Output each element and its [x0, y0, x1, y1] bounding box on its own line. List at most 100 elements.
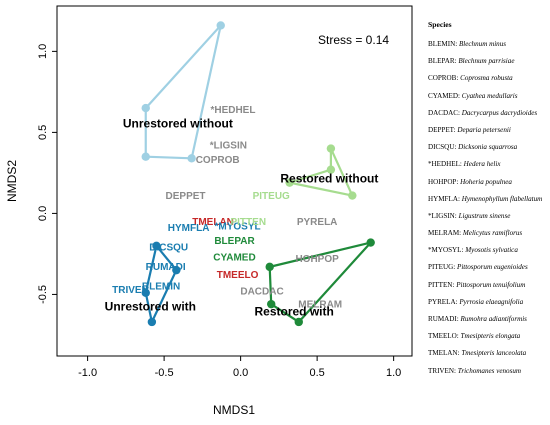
legend-code: COPROB: — [428, 74, 459, 83]
group-point — [326, 165, 336, 174]
legend-name: Hedera helix — [463, 160, 501, 169]
legend-item: COPROB: Coprosma robusta — [428, 70, 542, 87]
species-label: HOHPOP — [295, 254, 339, 265]
legend-code: *HEDHEL: — [428, 160, 462, 169]
legend-code: *LIGSIN: — [428, 211, 457, 220]
legend-code: PITEUG: — [428, 263, 456, 272]
species-label: DICSQU — [149, 243, 188, 254]
group-labels: Unrestored without Restored without Unrest… — [105, 117, 379, 319]
legend-name: Blechnum minus — [458, 40, 507, 48]
species-label: *LIGSIN — [210, 141, 247, 152]
group-label: Unrestored without — [123, 117, 233, 131]
group-point — [294, 317, 303, 327]
group-point — [147, 317, 157, 327]
group-point — [172, 265, 181, 275]
legend-item: MELRAM: Melicytus ramiflorus — [428, 225, 542, 242]
legend-item: *HEDHEL: Hedera helix — [428, 156, 542, 173]
nmds-chart: -1.0 -0.5 0.0 0.5 1.0 -0.5 0.0 0.5 1.0 *HEDHEL *… — [5, 5, 413, 417]
legend-name: Myosotis sylvatica — [465, 246, 518, 255]
legend-item: HOHPOP: Hoheria populnea — [428, 174, 542, 191]
y-tick-label: -0.5 — [37, 285, 49, 304]
group-label: Restored with — [255, 304, 334, 318]
y-axis-ticks: -0.5 0.0 0.5 1.0 — [37, 44, 57, 304]
species-label: PITEUG — [253, 191, 290, 202]
legend-name: Blechnum parrisiae — [458, 57, 515, 66]
legend-item: BLEPAR: Blechnum parrisiae — [428, 53, 542, 70]
legend-item: BLEMIN: Blechnum minus — [428, 36, 542, 53]
species-label: DEPPET — [166, 191, 206, 202]
y-tick-label: 0.0 — [37, 206, 49, 221]
legend-code: BLEPAR: — [428, 57, 457, 66]
legend-name: Hymenophyllum flabellatum — [461, 194, 543, 203]
legend-code: DICSQU: — [428, 143, 457, 152]
species-legend-title: Species — [428, 20, 452, 29]
legend-name: Deparia petersenii — [457, 125, 511, 134]
species-label: TMELAN — [192, 217, 234, 228]
legend-item: TRIVEN: Trichomanes venosum — [428, 363, 542, 380]
legend-name: Coprosma robusta — [460, 74, 513, 83]
species-label: MELRAM — [298, 299, 342, 310]
x-axis-title: NMDS1 — [213, 403, 255, 417]
legend-item: PITEUG: Pittosporum eugenioides — [428, 259, 542, 276]
legend-item: DACDAC: Dacrycarpus dacrydioides — [428, 105, 542, 122]
group-points — [141, 21, 375, 327]
legend-code: RUMADI: — [428, 315, 459, 323]
legend-item: TMEELO: Tmesipteris elongata — [428, 328, 542, 345]
group-point — [326, 144, 336, 153]
legend-item: *LIGSIN: Ligustrum sinense — [428, 208, 542, 225]
group-point — [152, 241, 161, 251]
legend-item: HYMFLA: Hymenophyllum flabellatum — [428, 191, 542, 208]
legend-name: Cyathea medullaris — [461, 91, 518, 100]
legend-code: PITTEN: — [428, 280, 455, 289]
legend-item: *MYOSYL: Myosotis sylvatica — [428, 242, 542, 259]
legend-name: Tmesipteris lanceolata — [461, 349, 527, 358]
group-point — [187, 154, 196, 163]
group-point — [141, 152, 150, 161]
species-label: *MYOSYL — [214, 222, 260, 233]
stress-label: Stress = 0.14 — [318, 33, 389, 47]
species-label: TMEELO — [217, 270, 259, 281]
species-label: HYMFLA — [168, 223, 210, 234]
legend-item: DEPPET: Deparia petersenii — [428, 122, 542, 139]
legend-item: PYRELA: Pyrrosia elaeagnifolia — [428, 294, 542, 311]
y-tick-label: 1.0 — [37, 44, 49, 59]
group-point — [141, 288, 150, 298]
species-label: DACDAC — [240, 286, 283, 297]
species-legend: BLEMIN: Blechnum minus BLEPAR: Blechnum … — [428, 36, 542, 380]
legend-name: Dacrycarpus dacrydioides — [461, 108, 538, 117]
group-point — [265, 262, 274, 272]
group-label: Unrestored with — [105, 300, 196, 314]
legend-name: Rumohra adiantiformis — [460, 315, 527, 323]
species-label: PYRELA — [297, 217, 338, 228]
legend-code: HOHPOP: — [428, 177, 459, 186]
x-tick-label: 0.0 — [233, 367, 248, 379]
plot-frame — [56, 5, 413, 357]
species-label: BLEPAR — [214, 236, 255, 247]
group-point — [348, 191, 357, 200]
species-label: PITTEN — [230, 217, 266, 228]
species-label: CYAMED — [213, 252, 255, 263]
legend-code: *MYOSYL: — [428, 246, 464, 255]
species-label: RUMADI — [146, 262, 186, 273]
x-tick-label: -1.0 — [78, 367, 97, 379]
legend-item: PITTEN: Pittosporum tenuifolium — [428, 277, 542, 294]
x-axis-ticks: -1.0 -0.5 0.0 0.5 1.0 — [78, 356, 401, 379]
species-label: *HEDHEL — [210, 105, 255, 116]
species-labels: *HEDHEL *LIGSIN COPROB DEPPET PITEUG TMELAN*M… — [112, 105, 342, 310]
y-axis-title: NMDS2 — [5, 160, 19, 202]
legend-name: Melicytus ramiflorus — [462, 229, 523, 238]
group-label: Restored without — [280, 172, 378, 186]
legend-code: DACDAC: — [428, 108, 460, 117]
legend-code: PYRELA: — [428, 297, 458, 306]
legend-name: Dicksonia squarrosa — [458, 143, 518, 152]
legend-name: Pyrrosia elaeagnifolia — [459, 297, 524, 306]
group-point — [285, 178, 294, 187]
x-tick-label: -0.5 — [155, 367, 174, 379]
legend-name: Tmesipteris elongata — [460, 332, 521, 341]
group-point — [141, 103, 150, 113]
x-tick-label: 1.0 — [386, 367, 401, 379]
x-tick-label: 0.5 — [309, 367, 324, 379]
legend-name: Pittosporum eugenioides — [456, 263, 528, 272]
legend-code: TRIVEN: — [428, 366, 456, 375]
legend-name: Trichomanes venosum — [457, 366, 522, 375]
